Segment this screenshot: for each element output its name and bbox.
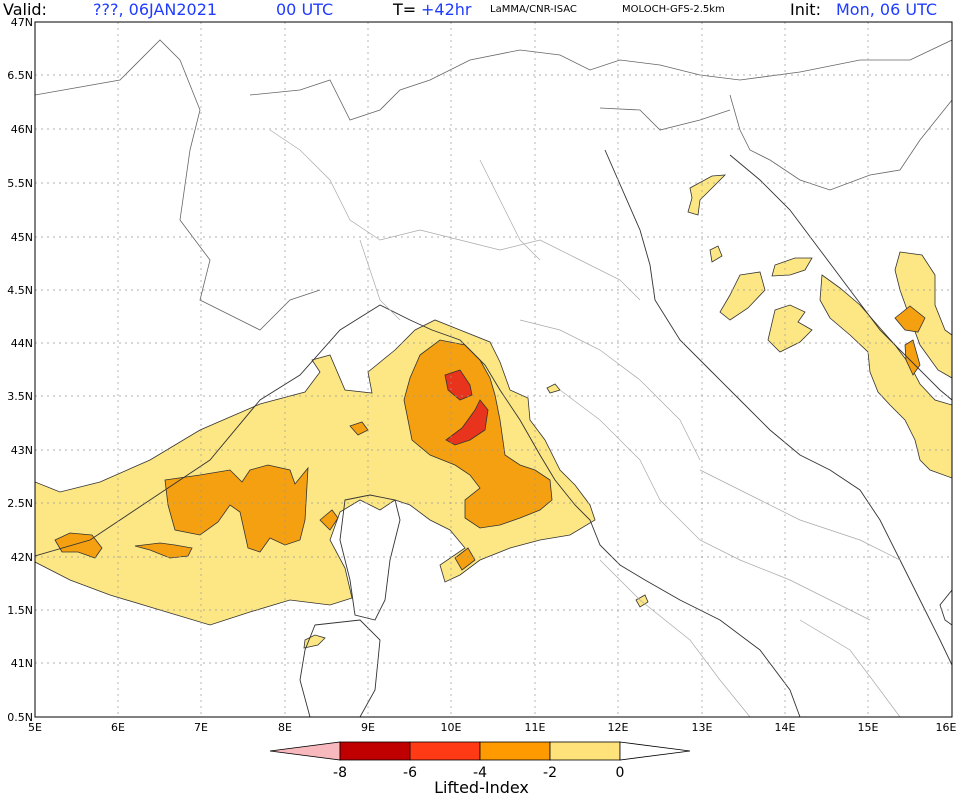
li-fill-minus4-to-minus6 <box>444 369 489 446</box>
lat-tick-label: 46N <box>11 123 33 136</box>
political-borders <box>35 39 952 331</box>
lat-tick-label: 45N <box>11 231 33 244</box>
colorbar-ticks: -8 -6 -4 -2 0 <box>333 765 624 781</box>
init-value: Mon, 06 UTC <box>836 0 938 19</box>
lat-tick-label: 3.5N <box>7 390 33 403</box>
lon-tick-label: 12E <box>608 721 629 734</box>
colorbar-tick-label: -8 <box>333 765 347 781</box>
colorbar-bin <box>409 741 481 761</box>
lon-axis: 5E 6E 7E 8E 9E 10E 11E 12E 13E 14E 15E 1… <box>28 721 956 734</box>
lon-tick-label: 11E <box>525 721 546 734</box>
lat-tick-label: 0.5N <box>7 711 33 724</box>
colorbar-bin <box>339 741 411 761</box>
lat-tick-label: 2.5N <box>7 497 33 510</box>
colorbar-bin <box>549 741 621 761</box>
lat-tick-label: 43N <box>11 444 33 457</box>
forecast-step-value: +42hr <box>421 0 472 19</box>
graticule <box>35 22 952 717</box>
colorbar-upper-extension <box>619 741 691 761</box>
lat-tick-label: 44N <box>11 337 33 350</box>
lon-tick-label: 15E <box>858 721 879 734</box>
lon-tick-label: 9E <box>361 721 375 734</box>
lat-tick-label: 41N <box>11 657 33 670</box>
source-label: LaMMA/CNR-ISAC <box>490 4 577 15</box>
colorbar-lower-extension <box>269 741 341 761</box>
lon-tick-label: 8E <box>278 721 292 734</box>
valid-date: ???, 06JAN2021 <box>93 0 218 19</box>
colorbar-tick-label: -2 <box>543 765 557 781</box>
lon-tick-label: 10E <box>441 721 462 734</box>
model-label: MOLOCH-GFS-2.5km <box>622 4 725 15</box>
colorbar-bin <box>479 741 551 761</box>
colorbar-tick-label: -6 <box>403 765 417 781</box>
map-frame <box>34 21 953 718</box>
lon-tick-label: 14E <box>775 721 796 734</box>
lat-tick-label: 6.5N <box>7 69 33 82</box>
init-label: Init: <box>790 0 821 19</box>
colorbar-tick-label: -4 <box>473 765 487 781</box>
valid-utc: 00 UTC <box>276 0 334 19</box>
lat-tick-label: 5.5N <box>7 177 33 190</box>
colorbar-title: Lifted-Index <box>434 778 529 797</box>
lon-tick-label: 13E <box>692 721 713 734</box>
regional-borders <box>269 129 901 717</box>
colorbar-tick-label: 0 <box>616 765 625 781</box>
forecast-step-label: T= <box>393 0 417 19</box>
lat-tick-label: 42N <box>11 551 33 564</box>
lat-tick-label: 4.5N <box>7 284 33 297</box>
lon-tick-label: 16E <box>936 721 957 734</box>
lat-tick-label: 1.5N <box>7 604 33 617</box>
lon-tick-label: 7E <box>194 721 208 734</box>
lat-tick-label: 47N <box>11 16 33 29</box>
valid-label: Valid: <box>3 0 47 19</box>
lon-tick-label: 5E <box>28 721 42 734</box>
lon-tick-label: 6E <box>111 721 125 734</box>
lat-axis: 47N 6.5N 46N 5.5N 45N 4.5N 44N 3.5N 43N … <box>7 16 33 724</box>
colorbar <box>269 741 691 761</box>
